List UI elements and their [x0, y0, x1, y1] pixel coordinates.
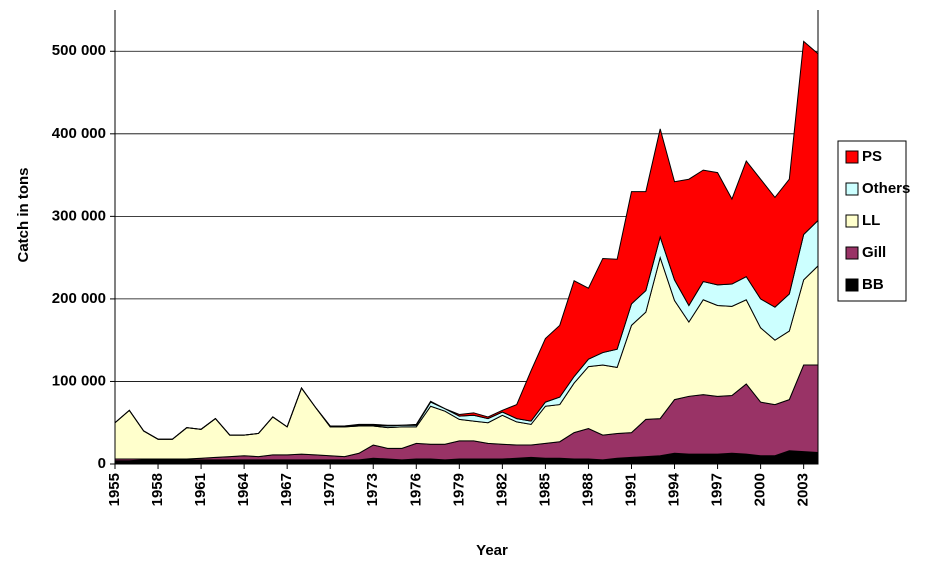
- y-axis-label: Catch in tons: [15, 167, 32, 262]
- x-tick-label: 1964: [235, 472, 252, 506]
- legend-label: BB: [862, 276, 884, 293]
- x-tick-label: 1973: [364, 473, 381, 506]
- x-tick-label: 1976: [407, 473, 424, 506]
- legend-swatch: [845, 214, 859, 228]
- x-tick-label: 1979: [450, 473, 467, 506]
- x-tick-label: 1955: [106, 473, 123, 506]
- y-tick-label: 400 000: [52, 125, 106, 142]
- y-tick-label: 300 000: [52, 207, 106, 224]
- y-tick-label: 100 000: [52, 372, 106, 389]
- x-tick-label: 1970: [321, 473, 338, 506]
- legend-swatch: [845, 150, 859, 164]
- legend-swatch: [845, 278, 859, 292]
- legend-swatch: [845, 246, 859, 260]
- x-tick-label: 2000: [752, 473, 769, 506]
- legend-label: LL: [862, 212, 880, 229]
- legend-label: Gill: [862, 244, 886, 261]
- legend-label: Others: [862, 180, 910, 197]
- legend-swatch: [845, 182, 859, 196]
- x-tick-label: 2003: [795, 473, 812, 506]
- x-tick-label: 1994: [665, 472, 682, 506]
- x-tick-label: 1988: [579, 473, 596, 506]
- y-tick-label: 500 000: [52, 42, 106, 59]
- x-tick-label: 1985: [536, 473, 553, 506]
- x-tick-label: 1958: [149, 473, 166, 506]
- y-tick-label: 200 000: [52, 290, 106, 307]
- x-tick-label: 1982: [493, 473, 510, 506]
- x-tick-label: 1967: [278, 473, 295, 506]
- x-tick-label: 1961: [192, 473, 209, 506]
- y-tick-label: 0: [98, 455, 106, 472]
- x-axis-label: Year: [476, 542, 508, 559]
- x-tick-label: 1991: [622, 473, 639, 506]
- legend-label: PS: [862, 148, 882, 165]
- x-tick-label: 1997: [709, 473, 726, 506]
